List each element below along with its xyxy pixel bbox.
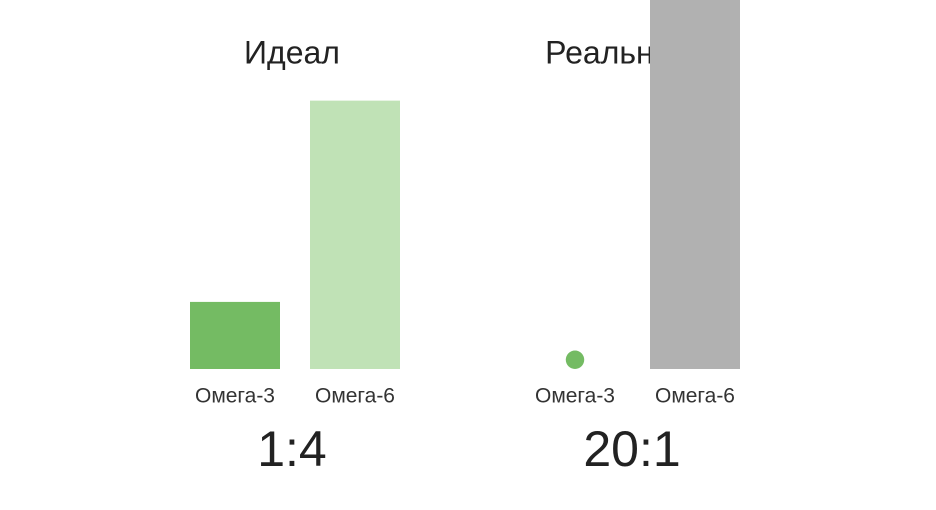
bar-dot: [565, 350, 585, 369]
bar-label: Омега-6: [315, 385, 395, 408]
bar-label: Омега-3: [195, 385, 275, 408]
ratio: 20:1: [583, 421, 680, 477]
bar-label: Омега-3: [535, 385, 615, 408]
bar-label: Омега-6: [655, 385, 735, 408]
ratio: 1:4: [257, 421, 327, 477]
bar: [650, 0, 740, 369]
bar: [190, 301, 280, 369]
panel-title: Идеал: [244, 34, 340, 70]
bar: [310, 100, 400, 370]
